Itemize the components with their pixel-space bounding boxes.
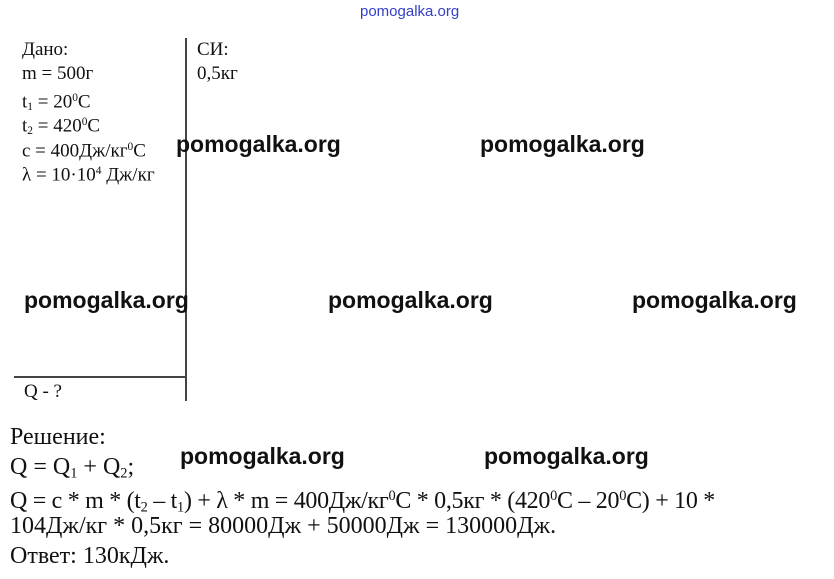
t: Q = Q xyxy=(10,454,71,480)
sub: 1 xyxy=(27,101,33,114)
sup: 4 xyxy=(95,165,102,177)
sub: 2 xyxy=(140,499,148,516)
divider-vertical xyxy=(185,38,187,401)
sup: 0 xyxy=(388,488,396,504)
si-title: СИ: xyxy=(197,39,229,60)
sup: 0 xyxy=(127,141,134,153)
si-mass: 0,5кг xyxy=(197,63,238,84)
watermark: pomogalka.org xyxy=(24,287,189,313)
t: = 20 xyxy=(32,91,73,113)
sup: 0 xyxy=(81,116,88,128)
given-title: Дано: xyxy=(22,39,69,60)
watermark: pomogalka.org xyxy=(176,131,341,157)
sub: 2 xyxy=(120,465,128,482)
sup: 0 xyxy=(619,488,627,504)
t: C) + 10 * xyxy=(626,487,715,514)
t: t xyxy=(22,91,28,113)
t: C – 20 xyxy=(556,487,620,514)
solution-line-2: Q = c * m * (t2 – t1) + λ * m = 400Дж/кг… xyxy=(10,484,715,520)
t: c = 400Дж/кг xyxy=(22,140,128,162)
watermark: pomogalka.org xyxy=(484,443,649,469)
site-header-link[interactable]: pomogalka.org xyxy=(360,3,460,20)
answer: Ответ: 130кДж. xyxy=(10,543,170,569)
t: Q = c * m * (t xyxy=(10,487,141,514)
watermark: pomogalka.org xyxy=(180,443,345,469)
t: ; xyxy=(127,454,135,480)
given-c: c = 400Дж/кг0C xyxy=(22,138,146,160)
watermark: pomogalka.org xyxy=(328,287,493,313)
given-mass: m = 500г xyxy=(22,63,94,84)
given-t1: t1 = 200C xyxy=(22,89,91,117)
watermark: pomogalka.org xyxy=(480,131,645,157)
sup: 0 xyxy=(72,92,78,104)
t: C xyxy=(133,140,146,162)
given-t2: t2 = 4200C xyxy=(22,113,100,141)
sub: 2 xyxy=(27,125,33,138)
t: λ = 10·10 xyxy=(22,164,96,186)
divider-horizontal xyxy=(14,376,186,378)
t: – t xyxy=(147,487,178,514)
sub: 1 xyxy=(70,465,78,482)
solution-title: Решение: xyxy=(10,424,106,450)
t: C xyxy=(77,91,91,113)
t: Дж/кг xyxy=(101,164,155,186)
t: + Q xyxy=(77,454,121,480)
solution-line-1: Q = Q1 + Q2; xyxy=(10,455,134,486)
find-q: Q - ? xyxy=(24,381,62,402)
t: ) + λ * m = 400Дж/кг xyxy=(183,487,389,514)
solution-line-3: 104Дж/кг * 0,5кг = 80000Дж + 50000Дж = 1… xyxy=(10,513,557,539)
sub: 1 xyxy=(177,499,184,516)
t: C xyxy=(87,115,101,137)
watermark: pomogalka.org xyxy=(632,287,797,313)
t: = 420 xyxy=(32,115,82,137)
t: t xyxy=(22,115,28,137)
given-lambda: λ = 10·104 Дж/кг xyxy=(22,162,155,184)
sup: 0 xyxy=(550,488,557,504)
t: C * 0,5кг * (420 xyxy=(395,487,551,514)
